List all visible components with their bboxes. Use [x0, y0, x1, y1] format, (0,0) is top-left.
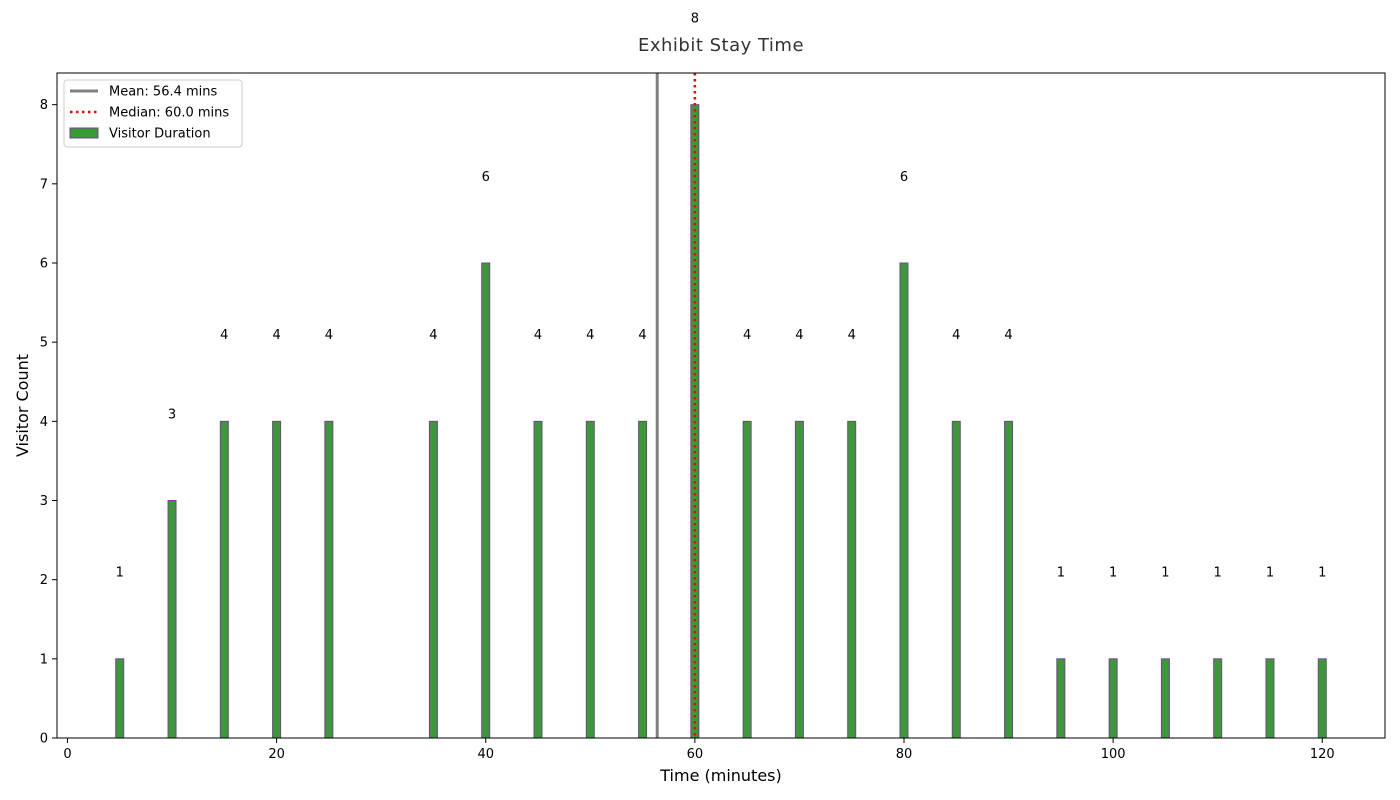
y-tick-label: 2: [40, 573, 48, 588]
x-axis-label: Time (minutes): [659, 766, 782, 785]
x-tick-label: 60: [687, 747, 704, 762]
bar: [899, 262, 909, 739]
x-tick-label: 40: [477, 747, 494, 762]
data-label: 4: [429, 328, 437, 343]
data-label: 4: [534, 328, 542, 343]
bar: [742, 420, 752, 739]
data-label: 6: [900, 170, 908, 185]
legend-median-label: Median: 60.0 mins: [109, 106, 229, 121]
bar: [951, 420, 961, 739]
bar: [847, 420, 857, 739]
data-label: 4: [272, 328, 280, 343]
bar: [1213, 658, 1223, 739]
data-label: 4: [586, 328, 594, 343]
data-label: 1: [1109, 566, 1117, 581]
x-tick-label: 20: [268, 747, 285, 762]
chart-title: Exhibit Stay Time: [638, 35, 804, 56]
y-tick-label: 7: [40, 177, 48, 192]
x-tick-label: 80: [896, 747, 913, 762]
bar: [794, 420, 804, 739]
data-label: 4: [848, 328, 856, 343]
legend-visitor-duration-marker: [69, 127, 99, 139]
bar: [272, 420, 282, 739]
data-label: 4: [220, 328, 228, 343]
x-tick-label: 120: [1310, 747, 1335, 762]
y-tick-label: 3: [40, 494, 48, 509]
bar: [219, 420, 229, 739]
bar: [638, 420, 648, 739]
plot-area: 1 3 4 4 4 4 6 4 4 4 8 4 4 4 6 4 4 1 1 1 1 1 1 0 20 40 60 80 100 120 0 1…: [40, 12, 1386, 762]
bar: [324, 420, 334, 739]
legend: Mean: 56.4 mins Median: 60.0 mins Visitor …: [63, 79, 243, 148]
data-label: 1: [1214, 566, 1222, 581]
bar: [1160, 658, 1170, 739]
data-label: 4: [638, 328, 646, 343]
bar: [115, 658, 125, 739]
data-label: 8: [691, 12, 699, 27]
data-label: 4: [743, 328, 751, 343]
data-label: 4: [795, 328, 803, 343]
data-label: 3: [168, 407, 176, 422]
data-label: 4: [1004, 328, 1012, 343]
y-axis-label: Visitor Count: [13, 354, 32, 457]
y-tick-label: 0: [40, 732, 48, 747]
bar: [533, 420, 543, 739]
data-label: 1: [116, 566, 124, 581]
axes-frame: [56, 72, 1386, 739]
y-tick-label: 5: [40, 336, 48, 351]
legend-box: [63, 79, 243, 148]
bar: [585, 420, 595, 739]
bar: [167, 500, 177, 739]
y-tick-label: 8: [40, 98, 48, 113]
bar: [428, 420, 438, 739]
y-tick-label: 4: [40, 415, 48, 430]
data-label: 6: [482, 170, 490, 185]
data-label: 1: [1057, 566, 1065, 581]
x-tick-label: 100: [1101, 747, 1126, 762]
y-tick-label: 1: [40, 652, 48, 667]
bar: [1004, 420, 1014, 739]
bar: [1317, 658, 1327, 739]
x-tick-label: 0: [63, 747, 71, 762]
bar: [1265, 658, 1275, 739]
bar: [1108, 658, 1118, 739]
data-label: 4: [952, 328, 960, 343]
data-label: 1: [1318, 566, 1326, 581]
bar: [481, 262, 491, 739]
data-label: 1: [1266, 566, 1274, 581]
data-label: 4: [325, 328, 333, 343]
legend-visitor-duration-label: Visitor Duration: [109, 127, 211, 142]
y-tick-label: 6: [40, 257, 48, 272]
data-label: 1: [1161, 566, 1169, 581]
legend-mean-label: Mean: 56.4 mins: [109, 85, 218, 100]
bar: [1056, 658, 1066, 739]
